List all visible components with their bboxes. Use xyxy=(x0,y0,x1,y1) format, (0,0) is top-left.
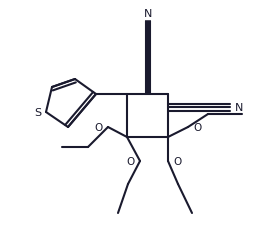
Text: O: O xyxy=(95,122,103,132)
Text: S: S xyxy=(34,108,41,118)
Text: O: O xyxy=(173,156,181,166)
Text: O: O xyxy=(193,122,201,132)
Text: O: O xyxy=(127,156,135,166)
Text: N: N xyxy=(235,103,243,112)
Text: N: N xyxy=(144,9,152,19)
